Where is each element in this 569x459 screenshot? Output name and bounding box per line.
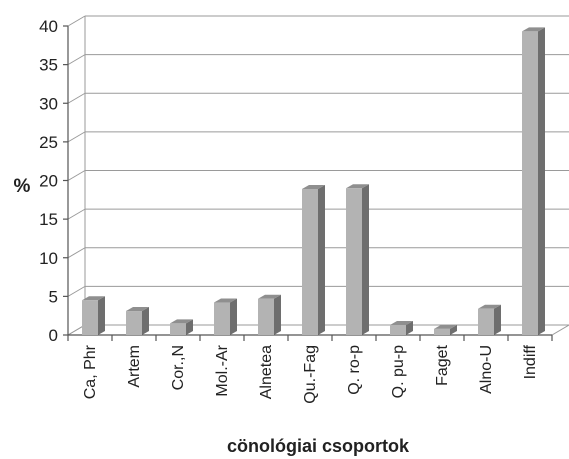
gridline-depth bbox=[67, 54, 86, 66]
bar-front bbox=[126, 311, 142, 335]
bar bbox=[258, 294, 281, 335]
bar-top bbox=[214, 298, 237, 303]
bar-side bbox=[318, 184, 325, 335]
x-axis-label: cönológiai csoportok bbox=[227, 436, 410, 456]
x-tick-label: Qu.-Fag bbox=[302, 345, 319, 404]
bar-top bbox=[390, 320, 413, 325]
bar bbox=[478, 304, 501, 335]
bar-top bbox=[258, 294, 281, 299]
bar bbox=[522, 27, 545, 335]
bar-side bbox=[538, 27, 545, 335]
bar-front bbox=[478, 308, 494, 335]
bar bbox=[346, 184, 369, 335]
bar bbox=[434, 324, 457, 335]
bar-side bbox=[274, 294, 281, 335]
bar-front bbox=[258, 298, 274, 335]
x-tick-label: Artem bbox=[126, 345, 143, 388]
bar-side bbox=[494, 304, 501, 335]
bar-side bbox=[230, 298, 237, 335]
bar-front bbox=[82, 300, 98, 335]
bar-top bbox=[126, 307, 149, 312]
y-tick-label: 25 bbox=[39, 133, 58, 152]
bar-top bbox=[302, 184, 325, 189]
bar-top bbox=[346, 184, 369, 189]
bar-front bbox=[522, 31, 538, 335]
x-tick-label: Cor.,N bbox=[170, 345, 187, 390]
gridline-depth bbox=[67, 170, 86, 181]
bar-front bbox=[346, 188, 362, 335]
bar-side bbox=[450, 324, 457, 335]
x-tick-label: Mol.-Ar bbox=[214, 344, 231, 396]
bar-top bbox=[434, 324, 457, 329]
gridline-depth bbox=[67, 285, 86, 297]
y-tick-labels: 0 5 10 15 20 25 30 35 40 bbox=[39, 17, 58, 345]
bar-front bbox=[302, 188, 318, 335]
bar-side bbox=[186, 319, 193, 335]
bar-top bbox=[82, 296, 105, 301]
gridline-depth bbox=[67, 247, 86, 259]
y-tick-label: 20 bbox=[39, 172, 58, 191]
grid bbox=[67, 15, 569, 336]
bar bbox=[302, 184, 325, 335]
bar-side bbox=[142, 307, 149, 335]
x-tick-labels: Ca, Phr Artem Cor.,N Mol.-Ar Alnetea Qu.-Fag Q… bbox=[82, 344, 539, 403]
x-tick-label: Q. pu-p bbox=[390, 345, 407, 398]
bar-top bbox=[170, 319, 193, 324]
bar-side bbox=[406, 320, 413, 335]
bar-front bbox=[214, 302, 230, 335]
x-tick-label: Faget bbox=[434, 344, 451, 385]
bar bbox=[126, 307, 149, 335]
gridline-depth bbox=[67, 92, 86, 104]
bar-top bbox=[478, 304, 501, 309]
bar-front bbox=[434, 328, 450, 335]
y-tick-label: 30 bbox=[39, 94, 58, 113]
x-tick-label: Alnetea bbox=[258, 345, 275, 399]
y-tick-label: 15 bbox=[39, 210, 58, 229]
y-tick-label: 10 bbox=[39, 249, 58, 268]
gridline-depth bbox=[67, 208, 86, 220]
bar-side bbox=[362, 184, 369, 335]
y-tick-label: 40 bbox=[39, 17, 58, 36]
x-tick-label: Q. ro-p bbox=[346, 345, 363, 395]
x-tick-label: Alno-U bbox=[478, 345, 495, 394]
bar bbox=[170, 319, 193, 335]
bar-front bbox=[390, 324, 406, 335]
y-axis-label: % bbox=[14, 176, 31, 197]
gridline-depth bbox=[67, 131, 86, 143]
bar bbox=[82, 296, 105, 335]
bar-top bbox=[522, 27, 545, 32]
y-tick-label: 0 bbox=[49, 326, 58, 345]
x-tick-label: Indiff bbox=[522, 344, 539, 379]
bar-front bbox=[170, 323, 186, 335]
bar bbox=[214, 298, 237, 335]
y-tick-label: 35 bbox=[39, 56, 58, 75]
y-tick-label: 5 bbox=[49, 287, 58, 306]
gridline-depth bbox=[67, 15, 86, 27]
x-tick-label: Ca, Phr bbox=[82, 344, 99, 399]
bars bbox=[82, 27, 545, 335]
bar-side bbox=[98, 296, 105, 335]
bar bbox=[390, 320, 413, 335]
